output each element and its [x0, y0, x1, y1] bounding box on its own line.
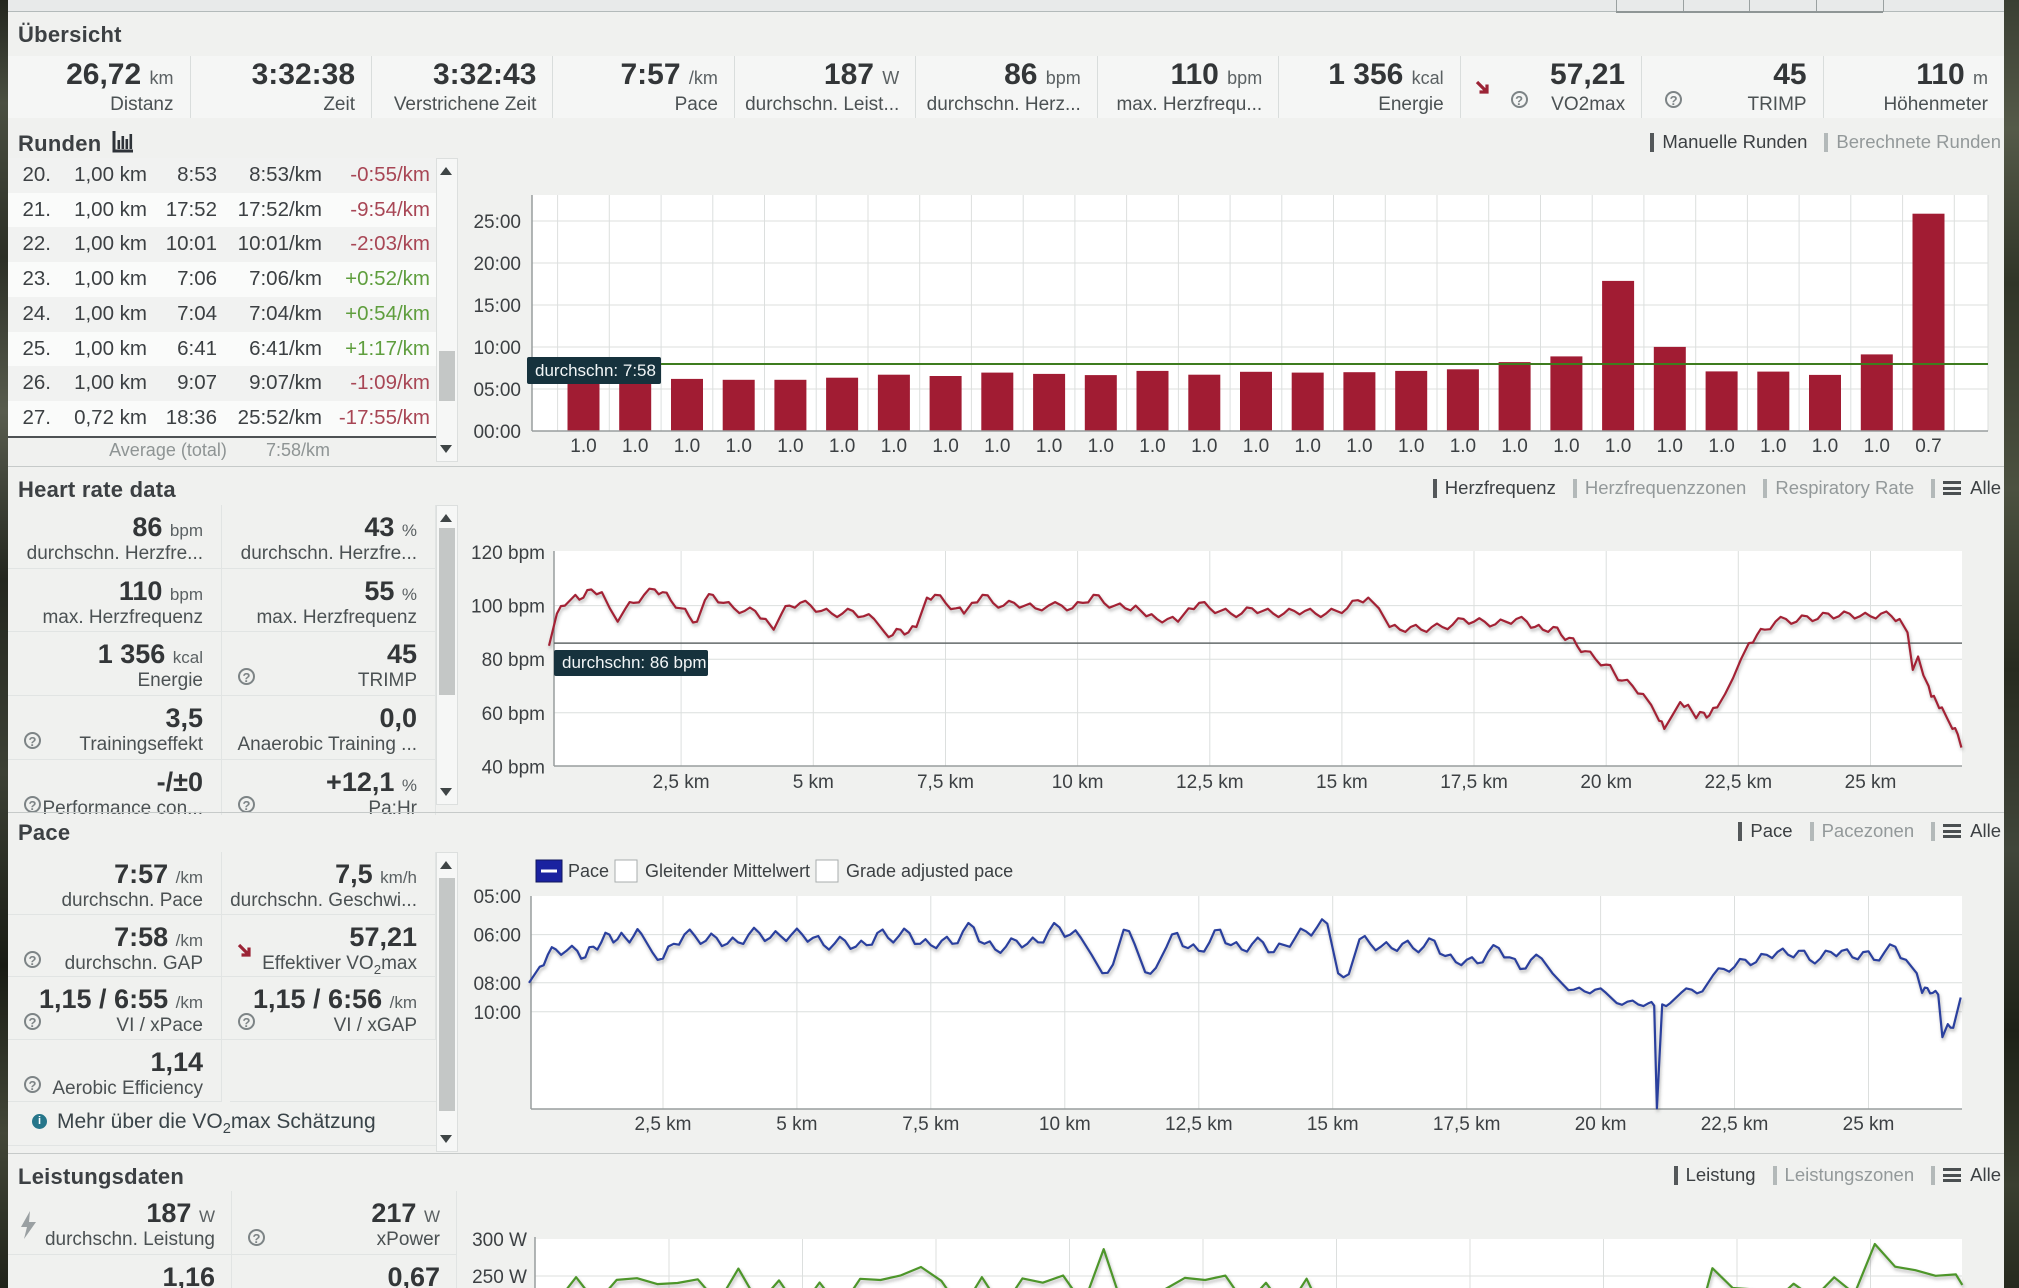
- svg-text:00:00: 00:00: [473, 422, 521, 443]
- svg-text:25 km: 25 km: [1843, 1114, 1895, 1135]
- svg-text:1.0: 1.0: [1088, 436, 1114, 457]
- svg-text:20 km: 20 km: [1580, 772, 1632, 793]
- svg-text:durchschn: 86 bpm: durchschn: 86 bpm: [562, 653, 707, 672]
- svg-text:22,5 km: 22,5 km: [1705, 772, 1773, 793]
- svg-text:1.0: 1.0: [777, 436, 803, 457]
- svg-text:5 km: 5 km: [776, 1114, 817, 1135]
- svg-text:1.0: 1.0: [1139, 436, 1165, 457]
- svg-text:Gleitender Mittelwert: Gleitender Mittelwert: [645, 861, 810, 881]
- svg-text:06:00: 06:00: [473, 926, 521, 947]
- svg-text:1.0: 1.0: [1398, 436, 1424, 457]
- svg-text:1.0: 1.0: [1191, 436, 1217, 457]
- svg-text:Pace: Pace: [568, 861, 609, 881]
- svg-text:17,5 km: 17,5 km: [1440, 772, 1508, 793]
- svg-text:80 bpm: 80 bpm: [482, 650, 545, 671]
- svg-text:1.0: 1.0: [1553, 436, 1579, 457]
- svg-text:250 W: 250 W: [472, 1267, 527, 1288]
- svg-text:1.0: 1.0: [674, 436, 700, 457]
- svg-text:1.0: 1.0: [984, 436, 1010, 457]
- svg-text:15 km: 15 km: [1307, 1114, 1359, 1135]
- svg-text:100 bpm: 100 bpm: [471, 597, 545, 618]
- svg-text:22,5 km: 22,5 km: [1701, 1114, 1769, 1135]
- svg-text:15 km: 15 km: [1316, 772, 1368, 793]
- svg-text:1.0: 1.0: [622, 436, 648, 457]
- svg-text:1.0: 1.0: [1605, 436, 1631, 457]
- svg-text:17,5 km: 17,5 km: [1433, 1114, 1501, 1135]
- svg-text:1.0: 1.0: [1812, 436, 1838, 457]
- svg-text:5 km: 5 km: [793, 772, 834, 793]
- svg-text:Grade adjusted pace: Grade adjusted pace: [846, 861, 1013, 881]
- svg-text:15:00: 15:00: [473, 296, 521, 317]
- svg-text:10:00: 10:00: [473, 1003, 521, 1024]
- svg-text:05:00: 05:00: [473, 887, 521, 908]
- svg-text:10 km: 10 km: [1052, 772, 1104, 793]
- svg-text:1.0: 1.0: [1708, 436, 1734, 457]
- svg-text:1.0: 1.0: [1243, 436, 1269, 457]
- svg-text:1.0: 1.0: [1657, 436, 1683, 457]
- svg-text:1.0: 1.0: [1760, 436, 1786, 457]
- svg-text:1.0: 1.0: [1346, 436, 1372, 457]
- svg-text:08:00: 08:00: [473, 974, 521, 995]
- svg-text:2,5 km: 2,5 km: [653, 772, 710, 793]
- svg-text:10:00: 10:00: [473, 338, 521, 359]
- svg-text:10 km: 10 km: [1039, 1114, 1091, 1135]
- svg-text:2,5 km: 2,5 km: [634, 1114, 691, 1135]
- svg-text:1.0: 1.0: [725, 436, 751, 457]
- svg-text:0.7: 0.7: [1915, 436, 1941, 457]
- svg-text:05:00: 05:00: [473, 380, 521, 401]
- svg-text:1.0: 1.0: [570, 436, 596, 457]
- svg-text:1.0: 1.0: [932, 436, 958, 457]
- svg-text:20 km: 20 km: [1575, 1114, 1627, 1135]
- svg-text:1.0: 1.0: [881, 436, 907, 457]
- svg-text:12,5 km: 12,5 km: [1165, 1114, 1233, 1135]
- svg-text:20:00: 20:00: [473, 254, 521, 275]
- svg-text:1.0: 1.0: [1864, 436, 1890, 457]
- svg-text:300 W: 300 W: [472, 1230, 527, 1251]
- svg-text:120 bpm: 120 bpm: [471, 543, 545, 564]
- svg-text:1.0: 1.0: [1036, 436, 1062, 457]
- svg-text:25:00: 25:00: [473, 212, 521, 233]
- svg-text:1.0: 1.0: [1501, 436, 1527, 457]
- svg-text:60 bpm: 60 bpm: [482, 704, 545, 725]
- svg-text:1.0: 1.0: [1450, 436, 1476, 457]
- svg-text:40 bpm: 40 bpm: [482, 757, 545, 778]
- svg-text:durchschn: 7:58: durchschn: 7:58: [535, 361, 656, 380]
- svg-text:12,5 km: 12,5 km: [1176, 772, 1244, 793]
- svg-text:7,5 km: 7,5 km: [902, 1114, 959, 1135]
- svg-text:1.0: 1.0: [829, 436, 855, 457]
- svg-text:7,5 km: 7,5 km: [917, 772, 974, 793]
- svg-text:1.0: 1.0: [1294, 436, 1320, 457]
- svg-text:25 km: 25 km: [1845, 772, 1897, 793]
